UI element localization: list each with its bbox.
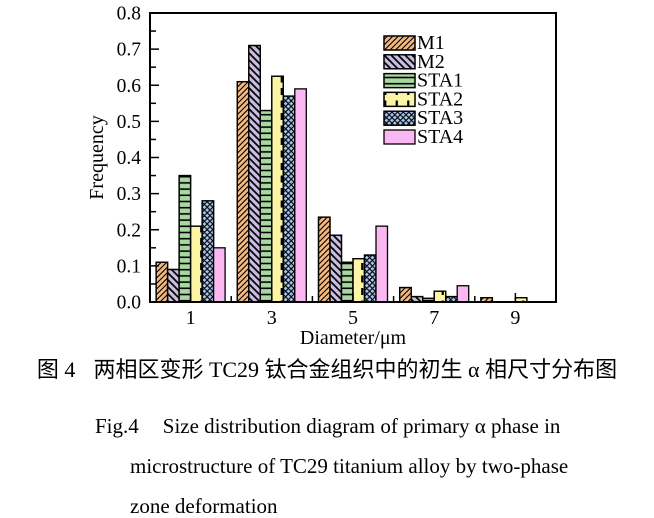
legend-swatch-STA4 xyxy=(383,129,416,145)
bar-hatch-STA2-d3 xyxy=(271,75,284,303)
bar-chart: 0.0 0.1 0.2 0.3 0.4 0.5 0.6 0.7 0.8 1 3 5 7 9 Frequenc… xyxy=(86,4,557,349)
bar-hatch-STA2-d1 xyxy=(189,225,203,303)
legend-swatch-hatch-STA2 xyxy=(383,91,416,108)
legend-label-STA2: STA2 xyxy=(417,88,463,110)
x-tick-label: 9 xyxy=(510,307,520,329)
plot-frame xyxy=(149,12,557,303)
legend-swatch-hatch-M1 xyxy=(383,35,416,51)
caption-chinese-label: 图 4 xyxy=(36,357,76,382)
legend-label-STA4: STA4 xyxy=(417,126,463,148)
y-tick-label: 0.6 xyxy=(117,76,142,97)
bars-group xyxy=(155,44,528,303)
bar-hatch-STA1-d1 xyxy=(178,174,192,303)
caption-english-line3: zone deformation xyxy=(130,494,278,518)
x-tick-label: 1 xyxy=(186,307,196,329)
bar-STA4-d7 xyxy=(456,285,470,303)
caption-english-text1: Size distribution diagram of primary α p… xyxy=(162,414,561,438)
legend-label-M1: M1 xyxy=(417,32,445,54)
legend-label-M2: M2 xyxy=(417,51,445,73)
y-tick-label: 0.1 xyxy=(117,256,141,277)
caption-english-line1: Fig.4 Size distribution diagram of primar… xyxy=(95,406,615,446)
x-axis: 1 3 5 7 9 xyxy=(186,293,520,329)
bar-STA4-d1 xyxy=(212,247,226,303)
legend-label-STA3: STA3 xyxy=(417,107,463,129)
caption-english-line2: microstructure of TC29 titanium alloy by… xyxy=(130,454,569,478)
y-tick-label: 0.3 xyxy=(117,184,141,205)
legend-swatch-hatch-M2 xyxy=(383,54,416,70)
legend-label-STA1: STA1 xyxy=(417,70,463,92)
x-tick-label: 7 xyxy=(429,307,439,329)
bar-hatch-M2-d3 xyxy=(248,44,261,303)
y-tick-label: 0.5 xyxy=(117,112,141,133)
bar-hatch-M1-d7 xyxy=(399,286,412,303)
legend-swatch-hatch-STA1 xyxy=(383,72,416,89)
bar-hatch-STA2-d5 xyxy=(352,257,366,303)
bar-hatch-STA3-d3 xyxy=(282,95,296,303)
x-tick-label: 5 xyxy=(348,307,358,329)
bar-STA4-d5 xyxy=(375,225,389,303)
legend-swatch-hatch-STA3 xyxy=(383,110,416,126)
caption-english-label: Fig.4 xyxy=(95,414,139,438)
bar-hatch-M1-d3 xyxy=(236,80,250,303)
bar-hatch-STA1-d5 xyxy=(340,261,354,303)
bar-hatch-M1-d1 xyxy=(155,261,169,303)
y-tick-label: 0.2 xyxy=(117,220,141,241)
x-axis-title: Diameter/μm xyxy=(300,327,407,349)
bar-hatch-STA2-d7 xyxy=(433,290,447,303)
bar-hatch-M2-d5 xyxy=(329,234,343,303)
y-tick-label: 0.0 xyxy=(117,293,141,314)
y-axis-title: Frequency xyxy=(86,115,108,199)
x-tick-label: 3 xyxy=(267,307,277,329)
y-tick-label: 0.4 xyxy=(117,148,142,169)
bar-STA4-d3 xyxy=(294,88,307,303)
bar-hatch-STA1-d3 xyxy=(259,109,273,303)
caption-english: Fig.4 Size distribution diagram of primar… xyxy=(95,406,615,518)
y-axis: 0.0 0.1 0.2 0.3 0.4 0.5 0.6 0.7 0.8 xyxy=(117,4,159,314)
caption-chinese: 图 4 两相区变形 TC29 钛合金组织中的初生 α 相尺寸分布图 xyxy=(0,352,654,384)
y-tick-label: 0.7 xyxy=(117,40,142,61)
bar-hatch-M1-d5 xyxy=(317,216,331,303)
bar-hatch-M2-d1 xyxy=(166,268,180,303)
caption-chinese-text: 两相区变形 TC29 钛合金组织中的初生 α 相尺寸分布图 xyxy=(93,357,618,382)
y-tick-label: 0.8 xyxy=(117,4,141,25)
bar-hatch-STA3-d1 xyxy=(201,200,215,303)
bar-hatch-STA3-d5 xyxy=(363,254,377,303)
